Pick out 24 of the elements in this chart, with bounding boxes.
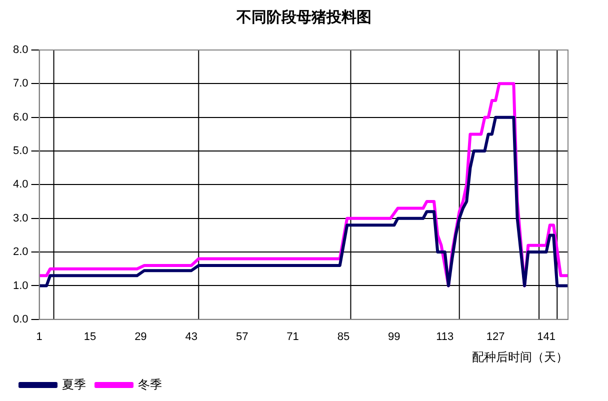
y-tick-label: 7.0 xyxy=(12,78,28,90)
x-tick-label: 99 xyxy=(388,331,400,344)
x-tick-label: 113 xyxy=(436,331,454,344)
y-tick-label: 6.0 xyxy=(12,111,28,124)
legend-label: 冬季 xyxy=(138,377,162,392)
legend-label: 夏季 xyxy=(62,377,86,392)
chart-title: 不同阶段母猪投料图 xyxy=(235,8,372,27)
y-tick-label: 2.0 xyxy=(12,246,28,258)
y-tick-label: 4.0 xyxy=(12,178,28,191)
x-tick-label: 57 xyxy=(236,331,248,344)
y-tick-label: 8.0 xyxy=(12,44,28,56)
y-tick-label: 1.0 xyxy=(12,280,28,292)
x-tick-label: 15 xyxy=(84,331,96,344)
x-tick-label: 29 xyxy=(134,331,147,344)
x-tick-label: 127 xyxy=(486,331,505,344)
x-tick-label: 43 xyxy=(185,331,198,344)
x-tick-label: 1 xyxy=(36,331,42,344)
y-tick-label: 3.0 xyxy=(12,212,28,224)
y-tick-label: 0.0 xyxy=(12,313,28,326)
x-tick-label: 85 xyxy=(337,331,350,344)
x-tick-label: 141 xyxy=(537,331,556,344)
x-axis-title: 配种后时间（天） xyxy=(472,350,568,364)
x-tick-label: 71 xyxy=(286,331,299,344)
y-tick-label: 5.0 xyxy=(12,145,28,158)
